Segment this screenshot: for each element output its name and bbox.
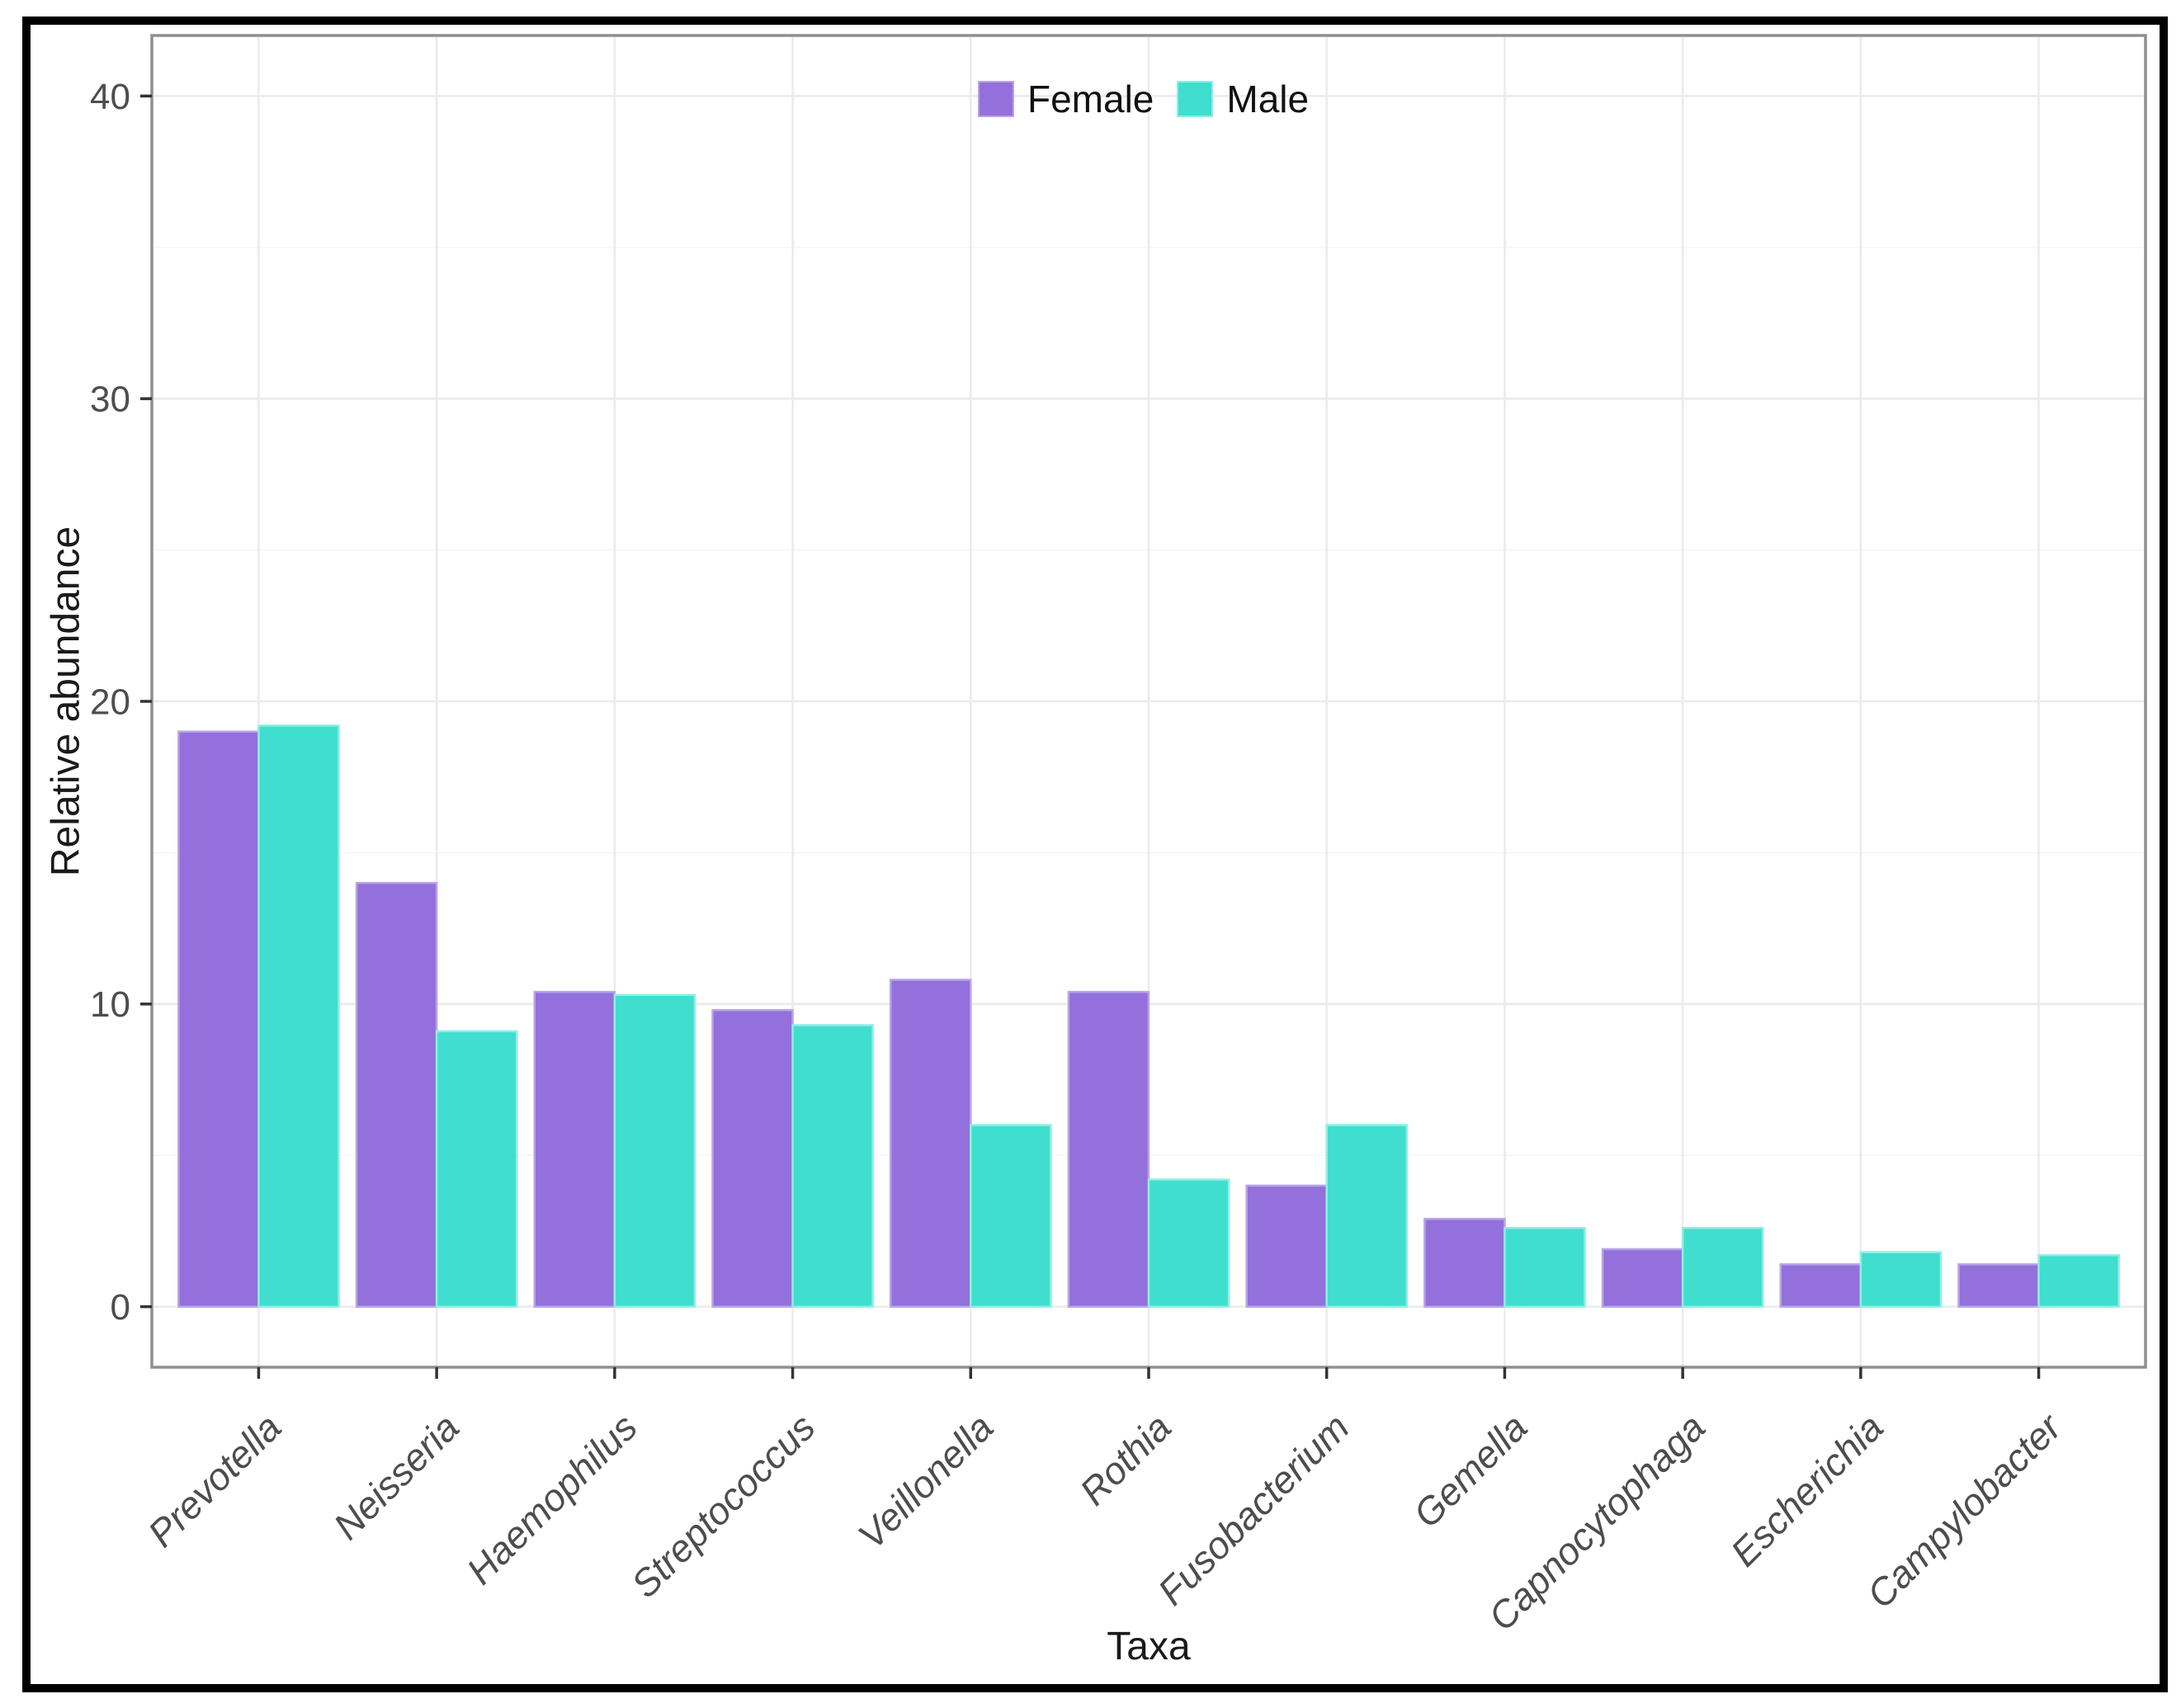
bar-capnocytophaga-male — [1681, 1227, 1764, 1308]
bar-veillonella-male — [970, 1124, 1052, 1308]
legend-key-male-swatch — [1177, 81, 1214, 117]
bar-neisseria-male — [435, 1030, 518, 1308]
bar-campylobacter-male — [2037, 1254, 2120, 1308]
x-tick-label-prevotella: Prevotella — [139, 1405, 289, 1555]
bar-prevotella-female — [177, 730, 260, 1308]
y-tick-label: 30 — [90, 380, 130, 420]
legend-label-male: Male — [1226, 78, 1310, 120]
bar-escherichia-female — [1779, 1263, 1862, 1308]
x-tick-label-gemella: Gemella — [1405, 1405, 1536, 1536]
bar-streptococcus-female — [711, 1008, 794, 1308]
x-tick-label-haemophilus: Haemophilus — [458, 1405, 645, 1592]
y-axis-title: Relative abundance — [44, 526, 88, 877]
legend-key-female-swatch — [978, 81, 1014, 117]
bar-rothia-male — [1147, 1178, 1230, 1308]
bar-neisseria-female — [355, 881, 438, 1308]
bar-prevotella-male — [257, 724, 340, 1308]
x-tick-label-veillonella: Veillonella — [850, 1405, 1002, 1557]
y-tick-label: 40 — [90, 77, 130, 117]
bar-capnocytophaga-female — [1601, 1248, 1684, 1308]
bar-fusobacterium-female — [1245, 1184, 1328, 1308]
bar-gemella-male — [1504, 1227, 1586, 1308]
x-tick-label-escherichia: Escherichia — [1722, 1405, 1891, 1574]
bar-gemella-female — [1423, 1218, 1506, 1308]
x-tick-label-neisseria: Neisseria — [325, 1405, 467, 1547]
y-tick-label: 10 — [90, 984, 130, 1025]
legend: Female Male — [978, 80, 1309, 118]
bar-haemophilus-female — [533, 990, 616, 1308]
bar-fusobacterium-male — [1325, 1124, 1409, 1308]
x-tick-label-rothia: Rothia — [1071, 1405, 1179, 1513]
bar-rothia-female — [1067, 990, 1150, 1308]
x-tick-label-streptococcus: Streptococcus — [623, 1405, 824, 1606]
y-tick-label: 0 — [111, 1287, 130, 1328]
bar-haemophilus-male — [613, 993, 696, 1308]
bar-veillonella-female — [889, 979, 972, 1308]
bar-campylobacter-female — [1957, 1263, 2040, 1308]
x-tick-label-fusobacterium: Fusobacterium — [1150, 1405, 1357, 1613]
x-axis-title: Taxa — [1107, 1625, 1191, 1668]
y-tick-label: 20 — [90, 682, 130, 722]
bar-escherichia-male — [1859, 1251, 1943, 1308]
bar-streptococcus-male — [791, 1024, 874, 1308]
legend-label-female: Female — [1027, 78, 1154, 120]
